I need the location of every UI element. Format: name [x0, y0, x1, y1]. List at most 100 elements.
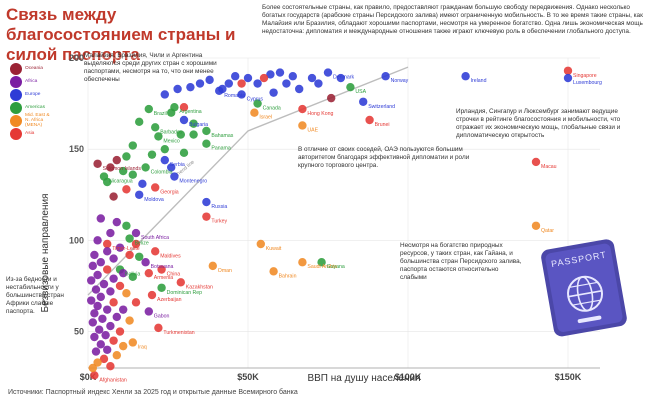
data-point — [125, 234, 134, 243]
data-point — [128, 272, 137, 282]
data-point — [237, 90, 246, 99]
data-point — [144, 104, 153, 114]
annotation-bottom-right: Несмотря на богатство природных ресурсов… — [400, 242, 522, 281]
data-point — [147, 290, 157, 300]
annotation-bottom-left: Из-за бедности и нестабильности у больши… — [6, 276, 64, 315]
x-tick-label: $50K — [237, 372, 259, 382]
data-point — [106, 163, 115, 172]
data-point — [186, 82, 195, 92]
point-label: Brazil — [154, 111, 167, 117]
point-label: Singapore — [573, 73, 597, 79]
data-point — [160, 90, 169, 99]
point-label: Hong Kong — [307, 111, 333, 117]
legend: Oceania Africa Europe Americas Mid. East & N… — [10, 62, 51, 140]
data-point — [170, 172, 179, 181]
source-note: Источники: Паспортный индекс Хенли за 20… — [8, 389, 298, 396]
annotation-right-mid: Ирландия, Сингапур и Люксембург занимают… — [456, 108, 621, 139]
data-point — [346, 82, 355, 92]
x-axis-label: ВВП на душу населения — [307, 373, 420, 384]
data-point — [157, 265, 166, 274]
data-point — [298, 104, 307, 114]
legend-swatch — [10, 114, 22, 127]
data-point — [195, 79, 205, 88]
point-label: USA — [355, 89, 366, 95]
data-point — [256, 239, 265, 249]
point-label: Iraq — [138, 344, 147, 350]
trend-line — [87, 66, 409, 296]
data-point — [128, 170, 137, 179]
data-point — [563, 73, 573, 83]
data-point — [151, 247, 160, 256]
data-point — [327, 93, 336, 103]
data-point — [179, 115, 189, 125]
data-point — [237, 79, 246, 88]
legend-label: Europe — [25, 92, 41, 97]
point-label: Kuwait — [266, 246, 282, 252]
data-point — [336, 73, 345, 83]
data-point — [115, 327, 125, 336]
y-tick-label: 150 — [69, 144, 84, 154]
point-label: Gabon — [154, 313, 170, 319]
data-point — [131, 228, 141, 238]
data-point — [176, 278, 185, 287]
data-point — [99, 354, 109, 364]
data-point — [167, 108, 176, 117]
data-point — [231, 72, 240, 81]
data-point — [317, 258, 326, 267]
point-label: Dominican Rep — [167, 290, 203, 296]
data-point — [101, 330, 110, 340]
data-point — [531, 221, 541, 230]
data-point — [103, 345, 112, 354]
legend-item: Mid. East & N. Africa (MENA) — [10, 113, 51, 128]
data-point — [90, 371, 99, 380]
point-label: Bahamas — [211, 133, 233, 139]
x-tick-label: $150K — [555, 372, 582, 382]
data-point — [109, 298, 118, 307]
data-point — [119, 305, 128, 314]
data-point — [135, 252, 144, 261]
data-point — [138, 179, 147, 189]
data-point — [106, 321, 115, 331]
data-point — [93, 301, 102, 311]
data-point — [98, 314, 107, 323]
point-label: Oman — [218, 268, 232, 274]
data-point — [95, 325, 104, 334]
legend-label: Asia — [25, 131, 35, 136]
data-point — [179, 103, 189, 112]
data-point — [96, 292, 106, 302]
annotation-top-left: Малайзия, Бразилия, Чили и Аргентина выд… — [84, 52, 217, 83]
data-point — [131, 298, 141, 307]
legend-label: Mid. East & N. Africa (MENA) — [25, 113, 50, 128]
point-label: South Africa — [141, 235, 169, 241]
legend-swatch — [10, 75, 22, 88]
data-point — [179, 148, 189, 158]
point-label: Montenegro — [179, 179, 207, 185]
point-label: Panama — [211, 146, 230, 152]
data-point — [103, 247, 112, 256]
point-label: Belize — [135, 241, 149, 247]
passport-icon: PASSPORT — [541, 239, 627, 337]
data-point — [275, 68, 285, 77]
point-label: Kazakhstan — [186, 284, 213, 290]
data-point — [128, 141, 137, 150]
data-point — [135, 190, 144, 199]
data-point — [131, 239, 141, 249]
data-point — [106, 287, 115, 296]
point-label: Colombia — [151, 169, 173, 175]
data-point — [141, 163, 150, 172]
data-point — [298, 121, 307, 130]
data-point — [103, 239, 112, 249]
data-point — [365, 115, 374, 125]
data-point — [288, 72, 297, 81]
data-point — [154, 132, 163, 141]
data-point — [122, 185, 131, 194]
point-label: Israel — [259, 115, 272, 121]
point-label: Turkey — [211, 219, 227, 225]
y-tick-label: 100 — [69, 235, 84, 245]
point-label: Russia — [211, 204, 227, 210]
point-label: Qatar — [541, 228, 554, 234]
data-point — [90, 332, 99, 342]
data-point — [253, 99, 262, 108]
data-point — [205, 75, 214, 85]
